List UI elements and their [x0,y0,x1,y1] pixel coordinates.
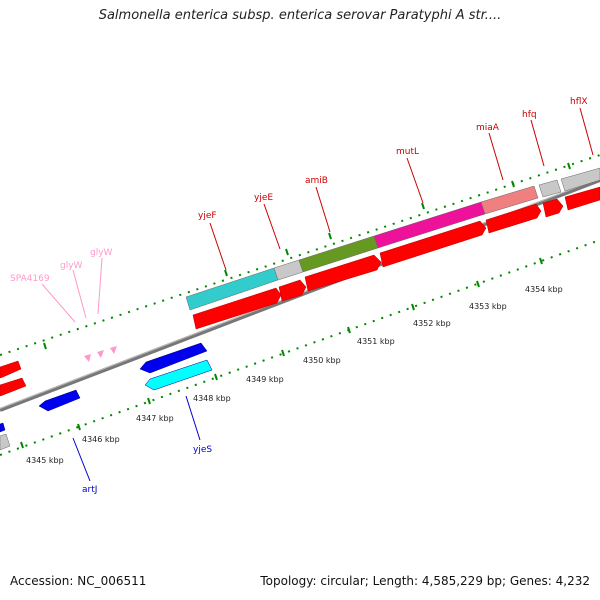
scale-label: 4350 kbp [303,356,341,365]
gene-label-miaA: miaA [476,123,500,133]
gene-label-amiB: amiB [305,176,328,186]
cds-feature[interactable] [38,389,81,412]
scale-label: 4346 kbp [82,435,120,444]
gene-label-yjeS: yjeS [193,445,212,455]
cds-feature[interactable] [144,359,213,391]
gene-label-glyW: glyW [60,261,83,271]
scale-label: 4352 kbp [413,319,451,328]
scale-label: 4347 kbp [136,414,174,423]
accession-text: Accession: NC_006511 [10,574,147,588]
cds-feature[interactable] [0,360,22,379]
cog-box-yjeE[interactable] [273,259,304,281]
cds-feature[interactable] [485,203,542,234]
scale-label: 4353 kbp [469,302,507,311]
lower-dotted-track [0,239,600,456]
upper-dotted-track [0,154,600,356]
forward-cds-track [0,186,600,397]
cds-feature[interactable] [304,254,382,292]
cds-feature[interactable] [0,377,27,397]
cds-feature[interactable] [192,287,282,330]
cds-feature[interactable] [0,422,6,433]
scale-label: 4345 kbp [26,456,64,465]
trna-feature[interactable] [110,346,117,354]
gene-label-SPA4169: SPA4169 [10,274,50,284]
cog-box-hflX[interactable] [560,167,600,192]
map-title: Salmonella enterica subsp. enterica sero… [98,8,502,23]
trna-feature[interactable] [97,350,104,358]
cog-box-miaA[interactable] [480,185,539,215]
cds-feature[interactable] [542,198,564,218]
gene-label-glyW: glyW [90,248,113,258]
genome-summary-text: Topology: circular; Length: 4,585,229 bp… [260,574,590,588]
scale-label: 4349 kbp [246,375,284,384]
reverse-cds-track [0,342,213,433]
gene-label-mutL: mutL [396,147,419,157]
cog-box-left[interactable] [0,433,11,451]
gene-label-hflX: hflX [570,97,588,107]
trna-feature[interactable] [84,354,91,362]
cds-feature[interactable] [278,279,307,302]
lower-track-ticks [20,257,543,449]
gene-label-yjeE: yjeE [254,193,273,203]
scale-label: 4348 kbp [193,394,231,403]
gene-label-yjeF: yjeF [198,211,217,221]
label-leaders [41,107,594,482]
trna-features [84,346,117,362]
cds-feature[interactable] [139,342,208,374]
gene-label-hfq: hfq [522,110,537,120]
cog-track [0,167,600,451]
scale-label: 4354 kbp [525,285,563,294]
cds-feature[interactable] [564,186,600,211]
cds-feature[interactable] [379,220,487,268]
cog-box-hfq[interactable] [538,179,562,198]
upper-track-ticks [43,162,571,350]
gene-label-artJ: artJ [82,485,97,495]
scale-label: 4351 kbp [357,337,395,346]
